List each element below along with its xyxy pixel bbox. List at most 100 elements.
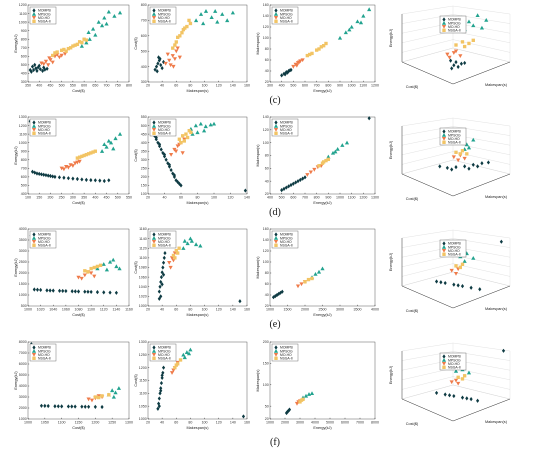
data-point — [182, 355, 187, 360]
legend-label: MPSOG — [38, 12, 51, 16]
series-nsga-ii — [298, 397, 305, 404]
data-point — [291, 181, 295, 186]
y-tick-label: 400 — [21, 192, 27, 196]
data-point — [282, 71, 286, 76]
legend-marker — [274, 120, 278, 125]
data-point — [89, 266, 93, 271]
data-point — [451, 51, 456, 55]
legend-label: MPSOG — [448, 358, 461, 362]
data-point — [64, 49, 68, 53]
data-point — [89, 271, 94, 276]
x-axis-label: Cost($) — [72, 313, 85, 317]
data-point — [349, 24, 354, 29]
series-mo-ho — [163, 46, 182, 69]
data-point — [41, 68, 45, 73]
data-point — [90, 26, 96, 31]
data-point — [330, 150, 336, 155]
data-point — [307, 52, 312, 57]
x-axis — [452, 285, 511, 309]
legend-marker — [273, 124, 279, 128]
series-mompb — [434, 348, 506, 403]
data-point — [177, 55, 182, 60]
legend-label: MPSOG — [158, 236, 171, 240]
y-axis-label: Makespan(s) — [256, 32, 260, 55]
y-tick-label: 40 — [265, 69, 269, 73]
data-point — [62, 175, 66, 180]
y-axis-label: Energy(kJ) — [14, 34, 18, 53]
x-tick-label: 120 — [228, 196, 234, 200]
data-point — [466, 19, 472, 24]
legend-marker — [441, 21, 447, 25]
data-point — [73, 289, 77, 294]
x-tick-label: 4000 — [371, 308, 379, 312]
y-tick-label: 400 — [141, 65, 147, 69]
data-point — [209, 15, 214, 19]
x-tick-label: 2000 — [281, 421, 289, 425]
series-nsga-ii — [75, 149, 98, 160]
y-tick-label: 80 — [265, 154, 269, 158]
data-point — [165, 52, 170, 57]
data-point — [358, 20, 364, 25]
z-axis — [401, 285, 454, 309]
legend-marker — [32, 243, 36, 247]
x-tick-label: 100 — [211, 196, 217, 200]
x-tick-label: 5000 — [326, 421, 334, 425]
legend-box — [149, 230, 177, 249]
legend-label: MOMPB — [38, 9, 52, 13]
z-axis-label: Cost($) — [406, 309, 419, 313]
data-point — [80, 154, 84, 159]
series-nsga-ii — [177, 129, 193, 145]
data-point — [70, 164, 75, 168]
data-point — [465, 396, 469, 401]
legend-label: MO-HO — [280, 16, 292, 20]
data-point — [159, 279, 163, 285]
y-tick-label: 200 — [263, 340, 269, 344]
legend-marker — [32, 356, 36, 360]
data-point — [439, 280, 443, 285]
legend-marker — [32, 345, 36, 350]
data-point — [47, 56, 52, 61]
y-tick-label: 20 — [265, 192, 269, 196]
legend-label: MOMPB — [158, 233, 172, 237]
data-point — [340, 143, 345, 147]
axes-3d — [401, 5, 511, 85]
data-point — [93, 178, 97, 183]
data-point — [157, 404, 161, 409]
series-mpsog — [79, 9, 123, 48]
data-point — [277, 291, 281, 296]
data-point — [458, 54, 463, 59]
data-point — [86, 397, 91, 402]
legend-label: MPSOG — [38, 236, 51, 240]
legend-marker — [152, 243, 156, 247]
series-nsga-ii — [454, 262, 465, 270]
x-tick-label: 100 — [202, 84, 208, 88]
data-point — [77, 155, 82, 159]
legend-label: MO-HO — [38, 240, 50, 244]
x-tick-label: 1200 — [91, 421, 99, 425]
x-tick-label: 800 — [126, 84, 132, 88]
panel-d2: 20 40 60 80 100 120 140 100 150 200 250 300 350 400 45… — [134, 112, 252, 211]
x-tick-label: 400 — [267, 196, 273, 200]
data-point — [449, 58, 453, 63]
z-axis-label: Cost($) — [406, 422, 419, 426]
data-point — [294, 63, 299, 68]
legend-marker — [152, 19, 156, 23]
series-nsga-ii — [303, 276, 314, 284]
row-label-e: (e) — [269, 319, 281, 330]
legend-marker — [32, 19, 36, 23]
data-point — [182, 238, 187, 243]
data-point — [184, 350, 189, 354]
x-axis-label: Makespan(s) — [187, 426, 210, 430]
legend-label: NSGA-II — [280, 132, 293, 136]
x-tick-label: 1000 — [336, 196, 344, 200]
series-nsga-ii — [454, 149, 469, 156]
data-point — [171, 368, 176, 373]
legend-label: MPSOG — [280, 12, 293, 16]
data-point — [106, 138, 111, 143]
legend-label: NSGA-II — [448, 141, 461, 145]
series-mompb — [156, 365, 246, 419]
x-tick-label: 1000 — [24, 308, 32, 312]
series-mompb — [153, 55, 166, 74]
legend-marker — [31, 240, 37, 244]
